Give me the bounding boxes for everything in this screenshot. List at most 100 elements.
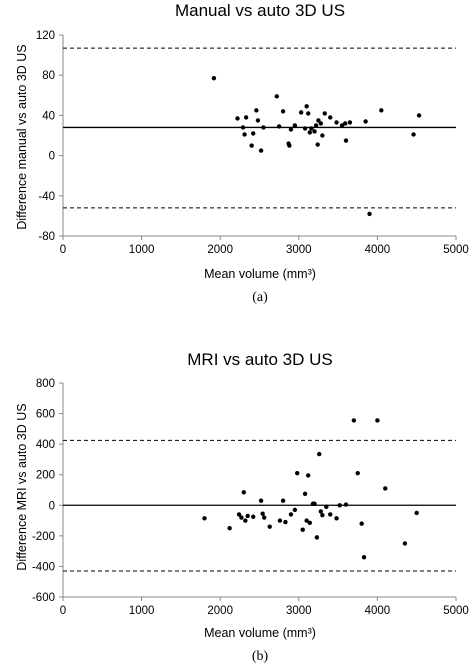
chart-a-data-point xyxy=(343,138,349,143)
chart-b-data-point xyxy=(283,519,288,525)
chart-a-y-tick-label: 120 xyxy=(36,30,55,42)
chart-a-data-point xyxy=(316,118,321,123)
chart-a-data-point xyxy=(318,121,324,126)
chart-b-data-point xyxy=(334,516,339,521)
chart-a-data-point xyxy=(347,120,353,125)
chart-a-y-tick-label: 0 xyxy=(49,151,55,163)
chart-a-data-point xyxy=(304,104,309,109)
chart-b-data-point xyxy=(317,451,322,457)
chart-b-data-point xyxy=(383,486,388,491)
chart-b-x-tick-label: 5000 xyxy=(443,605,469,617)
chart-b-data-point xyxy=(402,541,408,546)
chart-a-data-point xyxy=(312,129,317,134)
chart-a-ylabel: Difference manual vs auto 3D US xyxy=(15,44,29,229)
chart-b-data-point xyxy=(306,473,311,478)
chart-b-data-point xyxy=(355,470,360,476)
chart-b-data-point xyxy=(245,513,250,519)
chart-b-data-point xyxy=(241,490,246,495)
chart-b-data-point xyxy=(314,535,320,540)
chart-b-data-point xyxy=(312,501,317,506)
chart-b-data-point xyxy=(304,518,309,523)
chart-b-data-point xyxy=(260,511,265,516)
chart-b-y-tick-label: 600 xyxy=(36,409,55,421)
chart-b-y-tick-label: -600 xyxy=(32,592,55,604)
chart-a-x-tick-label: 4000 xyxy=(365,244,391,256)
chart-b-data-point xyxy=(236,512,242,517)
chart-a-x-tick-label: 2000 xyxy=(207,244,233,256)
chart-b-data-point xyxy=(302,491,308,497)
chart-b-y-tick-label: -400 xyxy=(32,561,55,573)
chart-b-data-point xyxy=(318,509,324,514)
chart-a-y-tick-label: 40 xyxy=(42,110,55,122)
chart-a-x-tick-label: 5000 xyxy=(443,244,469,256)
chart-a-data-point xyxy=(254,108,259,113)
chart-a-plot-area: 0 1000 2000 3000 4000 5000 -80 -40 0 40 80 120 xyxy=(36,30,469,256)
chart-a-y-tick-label: 80 xyxy=(42,70,55,82)
chart-b-data-point xyxy=(295,470,300,476)
chart-b-plot-area: 0 1000 2000 3000 4000 5000 -600 -400 -200 0 200 400… xyxy=(32,378,469,617)
chart-a-data-point xyxy=(276,124,282,129)
chart-a-data-point xyxy=(313,123,319,128)
chart-b-y-tick-label: 800 xyxy=(36,378,55,390)
chart-a-data-point xyxy=(379,108,384,113)
chart-a-xlabel: Mean volume (mm³) xyxy=(204,267,316,281)
chart-b-data-point xyxy=(202,516,207,521)
chart-b-data-point xyxy=(267,524,272,529)
chart-b-x-tick-label: 0 xyxy=(60,605,66,617)
chart-a-data-point xyxy=(287,143,292,148)
chart-b-data-point xyxy=(243,518,248,523)
chart-a-data-point xyxy=(298,110,304,115)
chart-b-data-point xyxy=(239,515,244,520)
chart-a-x-tick-label: 1000 xyxy=(129,244,155,256)
chart-b-data-point xyxy=(351,418,357,423)
chart-a-data-point xyxy=(315,142,320,147)
chart-b-data-point xyxy=(359,521,364,526)
chart-a-title: Manual vs auto 3D US xyxy=(175,1,345,20)
chart-a-data-point xyxy=(274,94,279,99)
chart-b-data-point xyxy=(280,498,286,503)
chart-a-data-point xyxy=(251,131,256,136)
chart-b-data-point xyxy=(337,503,342,508)
chart-a-data-point xyxy=(363,119,368,124)
chart-b-title: MRI vs auto 3D US xyxy=(187,350,333,369)
chart-b-data-point xyxy=(324,504,329,510)
chart-b-ylabel: Difference MRI vs auto 3D US xyxy=(15,403,29,570)
chart-a-data-point xyxy=(240,125,246,130)
chart-a-data-point xyxy=(288,127,294,132)
chart-b-data-point xyxy=(320,513,325,518)
chart-a-y-tick-label: -80 xyxy=(38,231,55,243)
chart-b-data-point xyxy=(288,512,294,517)
chart-b-data-point xyxy=(343,502,349,507)
chart-a-data-point xyxy=(307,130,313,135)
chart-a-data-point xyxy=(320,133,325,138)
chart-b-data-point xyxy=(328,512,333,517)
chart-b-x-tick-label: 1000 xyxy=(129,605,155,617)
chart-a-data-point xyxy=(306,111,311,116)
chart-a-data-point xyxy=(328,115,333,120)
chart-a-data-point xyxy=(342,121,348,126)
chart-a-data-point xyxy=(334,120,339,125)
chart-b-xlabel: Mean volume (mm³) xyxy=(204,626,316,640)
chart-a-data-point xyxy=(242,132,247,137)
chart-a-data-point xyxy=(258,148,264,153)
chart-b-data-point xyxy=(262,515,267,520)
chart-b-data-point xyxy=(227,526,232,531)
chart-a-x-tick-label: 0 xyxy=(60,244,66,256)
chart-b-subtitle: (b) xyxy=(252,649,269,663)
chart-a-data-point xyxy=(249,143,254,148)
chart-b-y-tick-label: 400 xyxy=(36,439,55,451)
chart-b-data-point xyxy=(300,527,305,532)
chart-b-data-point xyxy=(292,507,298,513)
chart-b-data-point xyxy=(375,418,380,423)
chart-b-y-tick-label: 0 xyxy=(49,500,55,512)
chart-b-data-point xyxy=(277,518,283,523)
chart-a-data-point xyxy=(261,125,266,130)
chart-b-x-tick-label: 2000 xyxy=(207,605,233,617)
chart-b-data-point xyxy=(414,510,419,516)
chart-a-data-point xyxy=(235,116,240,121)
chart-a-subtitle: (a) xyxy=(252,290,268,305)
chart-a-data-point xyxy=(322,111,327,116)
chart-b-x-tick-label: 4000 xyxy=(365,605,391,617)
chart-b-y-tick-label: -200 xyxy=(32,531,55,543)
